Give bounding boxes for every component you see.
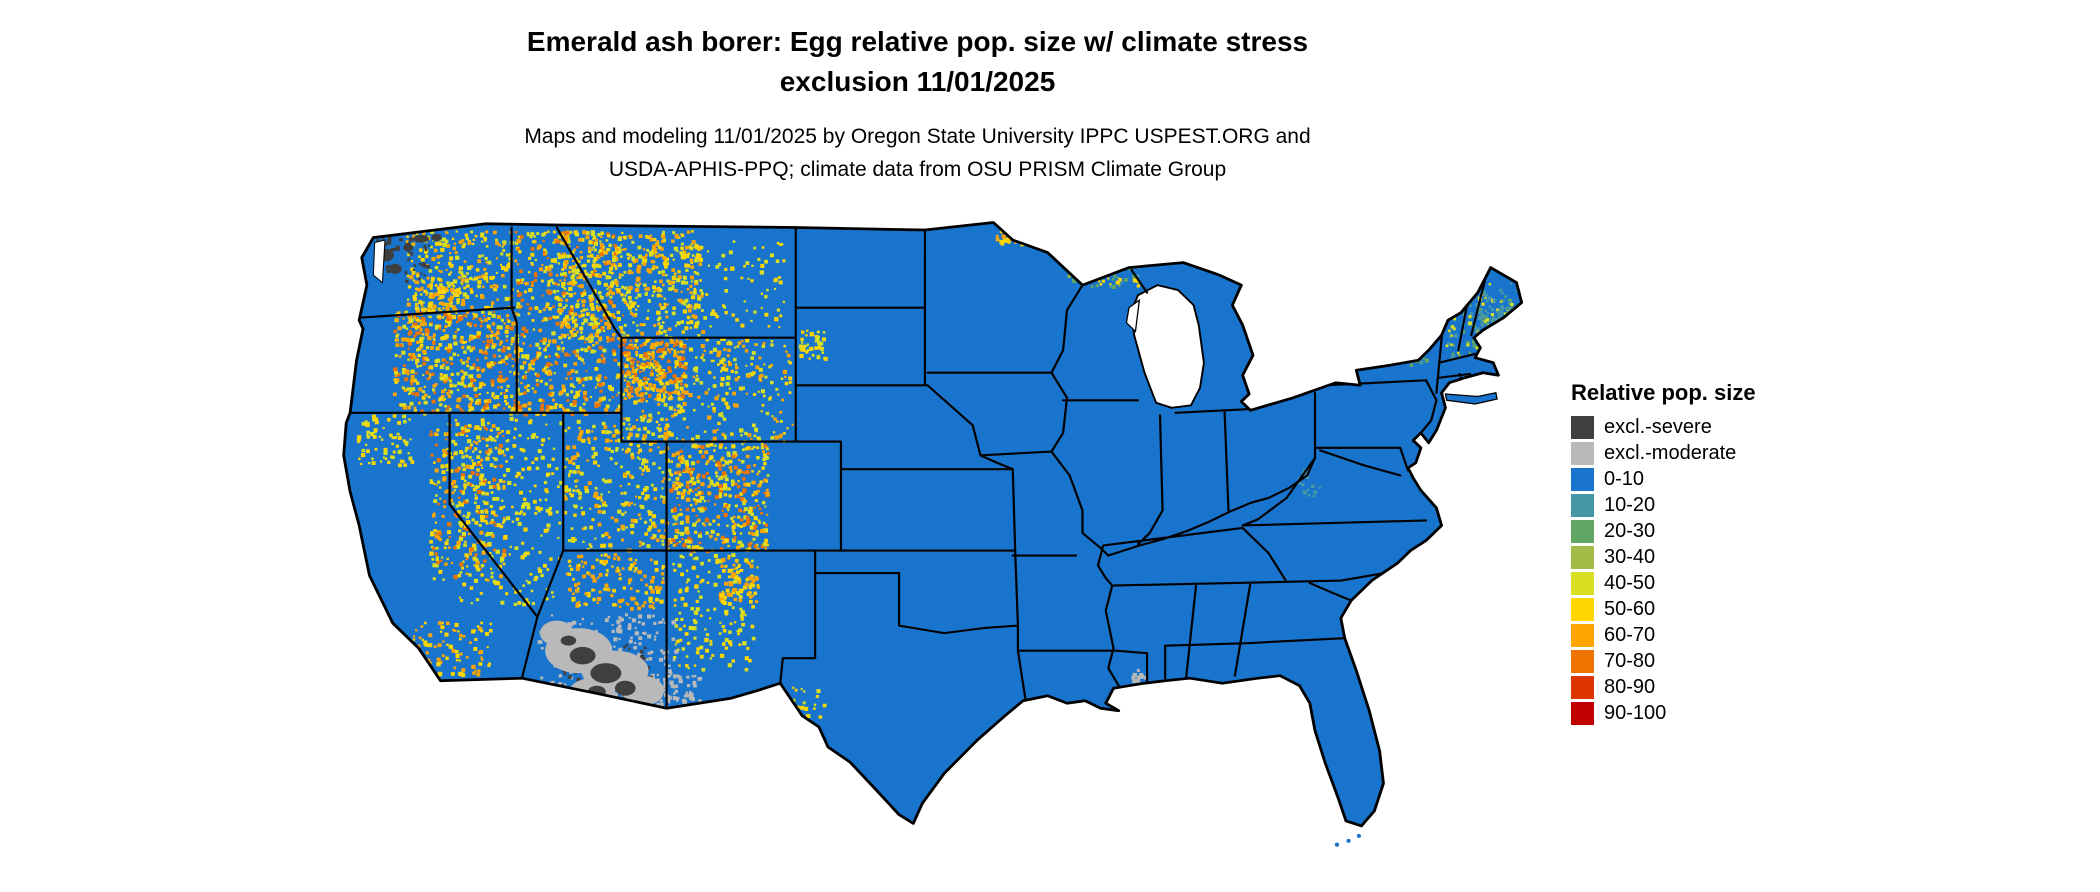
legend-label: 50-60 — [1604, 598, 1656, 620]
legend-swatch — [1571, 650, 1594, 673]
legend-label: excl.-moderate — [1604, 442, 1737, 464]
legend-row: 20-30 — [1571, 520, 1811, 543]
map-subtitle-line1: Maps and modeling 11/01/2025 by Oregon S… — [524, 125, 1311, 148]
legend-swatch — [1571, 676, 1594, 699]
legend-label: 30-40 — [1604, 546, 1656, 568]
map-subtitle-line2: USDA-APHIS-PPQ; climate data from OSU PR… — [608, 158, 1227, 181]
legend-row: 30-40 — [1571, 546, 1811, 569]
legend-title: Relative pop. size — [1571, 380, 1756, 405]
legend-row: 50-60 — [1571, 598, 1811, 621]
legend-swatch — [1571, 624, 1594, 647]
state-borders — [349, 226, 1488, 710]
legend-row: 70-80 — [1571, 650, 1811, 673]
map-subtitle: Maps and modeling 11/01/2025 by Oregon S… — [308, 120, 1527, 186]
legend-label: 80-90 — [1604, 676, 1656, 698]
legend-row: 0-10 — [1571, 468, 1811, 491]
florida-keys — [1334, 833, 1361, 847]
green-bay — [1125, 298, 1141, 333]
legend-swatch — [1571, 520, 1594, 543]
legend-entries: excl.-severe excl.-moderate 0-10 10-20 2… — [1571, 416, 1811, 725]
legend-label: 90-100 — [1604, 702, 1667, 724]
map-title-line2: exclusion 11/01/2025 — [779, 66, 1056, 97]
lake-michigan — [1130, 284, 1205, 409]
map-title-line1: Emerald ash borer: Egg relative pop. siz… — [526, 26, 1309, 57]
legend-row: 60-70 — [1571, 624, 1811, 647]
us-map — [342, 221, 1524, 847]
legend-swatch — [1571, 494, 1594, 517]
legend-row: 40-50 — [1571, 572, 1811, 595]
legend-label: 60-70 — [1604, 624, 1656, 646]
legend-label: excl.-severe — [1604, 416, 1712, 438]
legend-swatch — [1571, 572, 1594, 595]
legend-swatch — [1571, 468, 1594, 491]
legend-swatch — [1571, 546, 1594, 569]
legend-row: 90-100 — [1571, 702, 1811, 725]
speckle-overlay — [356, 227, 1521, 719]
legend: Relative pop. size excl.-severe excl.-mo… — [1571, 380, 1811, 728]
legend-label: 10-20 — [1604, 494, 1656, 516]
legend-swatch — [1571, 702, 1594, 725]
legend-label: 40-50 — [1604, 572, 1656, 594]
legend-row: excl.-moderate — [1571, 442, 1811, 465]
title-block: Emerald ash borer: Egg relative pop. siz… — [308, 22, 1527, 186]
puget-sound — [372, 239, 386, 284]
legend-swatch — [1571, 442, 1594, 465]
legend-row: 80-90 — [1571, 676, 1811, 699]
legend-label: 0-10 — [1604, 468, 1645, 490]
long-island — [1444, 392, 1498, 405]
legend-row: 10-20 — [1571, 494, 1811, 517]
legend-label: 70-80 — [1604, 650, 1656, 672]
us-map-container — [292, 210, 1532, 891]
legend-label: 20-30 — [1604, 520, 1656, 542]
legend-swatch — [1571, 598, 1594, 621]
legend-swatch — [1571, 416, 1594, 439]
legend-row: excl.-severe — [1571, 416, 1811, 439]
